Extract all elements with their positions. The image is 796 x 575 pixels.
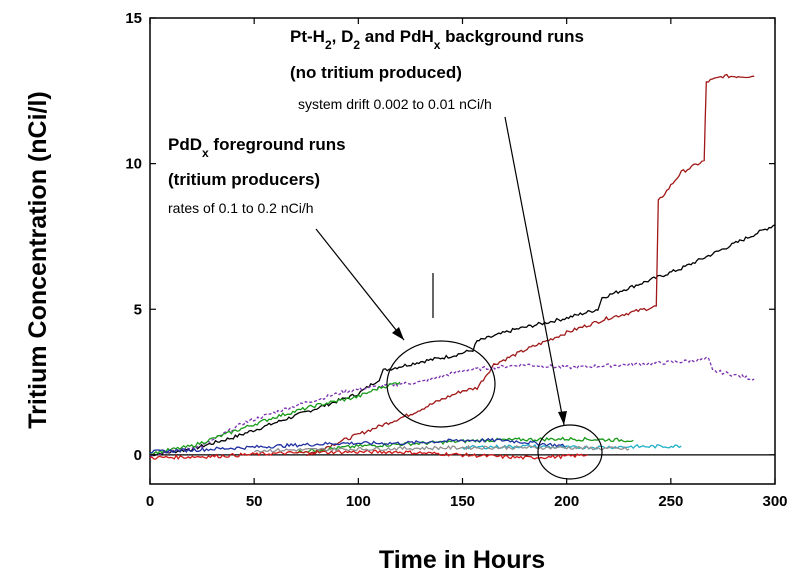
- y-tick-label: 5: [134, 301, 142, 318]
- series-line-red-6: [149, 449, 588, 460]
- x-tick-label: 250: [658, 493, 683, 510]
- x-axis-title: Time in Hours: [379, 546, 545, 574]
- x-tick-label: 200: [554, 493, 579, 510]
- system-drift-label: system drift 0.002 to 0.01 nCi/h: [298, 96, 492, 112]
- foreground-arrow: [315, 228, 405, 341]
- y-axis-title: Tritium Concentration (nCi/l): [24, 91, 52, 429]
- background-runs-subtitle: (no tritium produced): [290, 63, 462, 82]
- series-line-blue-5: [149, 437, 567, 454]
- plot-area: [149, 17, 776, 485]
- series-line-black-0: [149, 224, 776, 457]
- background-arrow: [504, 116, 565, 426]
- production-rates-label: rates of 0.1 to 0.2 nCi/h: [168, 200, 314, 216]
- plot-frame: [149, 17, 776, 485]
- x-tick-label: 100: [346, 493, 371, 510]
- x-tick-label: 0: [146, 493, 154, 510]
- background-runs-title: Pt-H2, D2 and PdHx background runs: [290, 27, 584, 52]
- background-ellipse: [537, 424, 603, 480]
- series-layer: [149, 73, 776, 460]
- foreground-arrowhead: [392, 327, 404, 340]
- series-line-purple-2: [149, 356, 755, 457]
- foreground-ellipse: [386, 340, 496, 428]
- background-arrowhead: [558, 411, 567, 425]
- x-tick-label: 300: [762, 493, 787, 510]
- series-line-green-4: [295, 436, 634, 454]
- series-line-darkred-1: [306, 73, 755, 457]
- x-tick-label: 150: [450, 493, 475, 510]
- series-line-green-3: [149, 381, 401, 456]
- series-line-gray-8: [253, 444, 630, 453]
- y-tick-label: 10: [125, 156, 142, 173]
- foreground-runs-title: PdDx foreground runs: [168, 135, 346, 160]
- y-tick-label: 15: [125, 10, 142, 27]
- foreground-runs-subtitle: (tritium producers): [168, 170, 320, 189]
- axes-layer: 0 50 100 150 200 250 300 0 5 10 15: [125, 10, 787, 510]
- y-tick-label: 0: [134, 447, 142, 464]
- x-tick-label: 50: [246, 493, 263, 510]
